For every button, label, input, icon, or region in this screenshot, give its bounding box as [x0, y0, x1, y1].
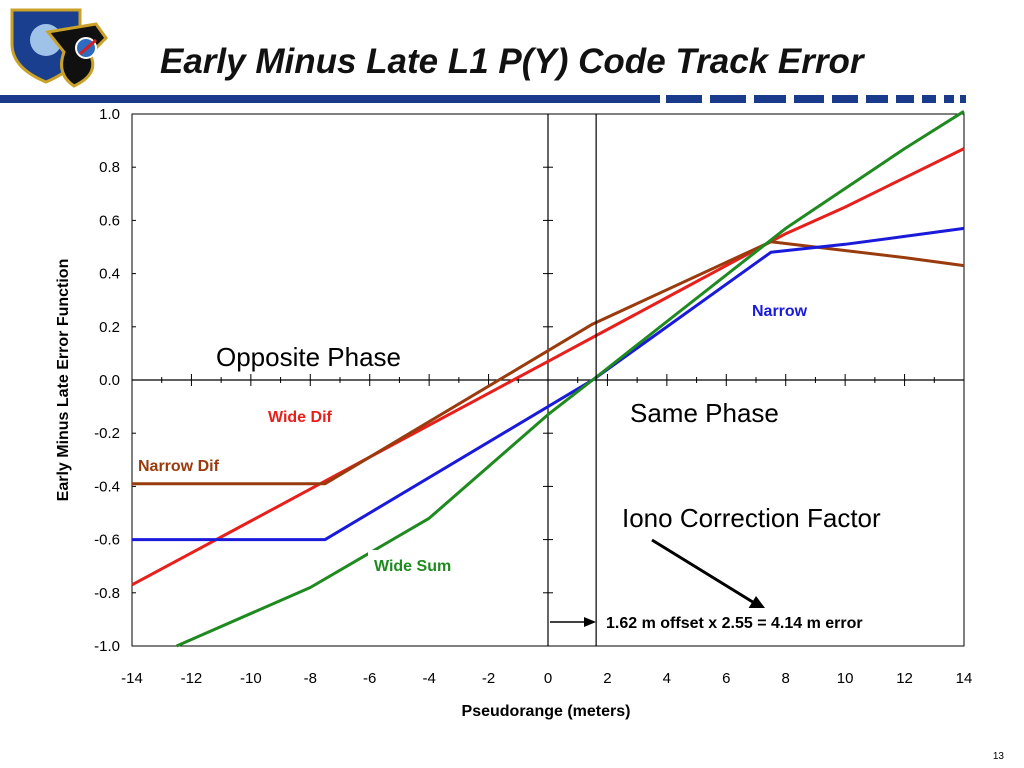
series-line-wide-dif — [131, 147, 965, 587]
axes — [131, 113, 965, 647]
annotation-same-phase: Same Phase — [630, 398, 779, 428]
x-tick-label: -6 — [363, 670, 376, 687]
series-layer — [131, 110, 965, 648]
y-tick-labels: 1.0 0.8 0.6 0.4 0.2 0.0 -0.2 -0.4 -0.6 -0.8 -1.0 — [94, 106, 120, 655]
annotation-iono-correction: Iono Correction Factor — [622, 503, 881, 533]
label-narrow-dif: Narrow Dif — [138, 458, 220, 475]
y-tick-label: 0.0 — [99, 372, 120, 389]
label-narrow: Narrow — [752, 303, 808, 320]
x-tick-label: 6 — [722, 670, 730, 687]
slide-title: Early Minus Late L1 P(Y) Code Track Erro… — [160, 42, 864, 81]
header-band-segment — [666, 95, 702, 103]
series-line-narrow-dif — [132, 240, 965, 486]
x-tick-label: 14 — [956, 670, 973, 687]
header-band-solid — [0, 95, 660, 103]
y-tick-label: -1.0 — [94, 638, 120, 655]
y-tick-label: -0.4 — [94, 478, 120, 495]
y-tick-label: 1.0 — [99, 106, 120, 123]
annotation-offset: 1.62 m offset x 2.55 = 4.14 m error — [606, 615, 863, 632]
header-band-segment — [960, 95, 966, 103]
air-force-space-command-seal-icon — [10, 8, 108, 88]
y-tick-label: 0.4 — [99, 266, 120, 283]
x-tick-label: 12 — [896, 670, 913, 687]
y-tick-label: -0.8 — [94, 585, 120, 602]
header-band-segment — [794, 95, 824, 103]
y-tick-label: -0.2 — [94, 425, 120, 442]
y-tick-label: 0.6 — [99, 212, 120, 229]
x-tick-label: -14 — [121, 670, 143, 687]
header-band-segment — [922, 95, 936, 103]
header-band-segment — [944, 95, 954, 103]
series-line-wide-sum — [175, 110, 965, 648]
x-tick-label: -8 — [304, 670, 317, 687]
x-axis-title: Pseudorange (meters) — [462, 703, 631, 720]
x-tick-labels: -14 -12 -10 -8 -6 -4 -2 0 2 4 6 8 10 12 14 — [121, 670, 972, 687]
annotation-opposite-phase: Opposite Phase — [216, 342, 401, 372]
y-tick-label: 0.2 — [99, 319, 120, 336]
x-tick-label: -10 — [240, 670, 262, 687]
header-band-segment — [832, 95, 858, 103]
series-line-narrow — [132, 226, 965, 542]
header-band — [0, 95, 966, 103]
x-tick-label: 8 — [782, 670, 790, 687]
x-tick-label: 4 — [663, 670, 671, 687]
label-wide-dif: Wide Dif — [268, 409, 333, 426]
header-band-segment — [896, 95, 914, 103]
x-tick-label: 2 — [603, 670, 611, 687]
x-tick-label: -2 — [482, 670, 495, 687]
header-band-segment — [710, 95, 746, 103]
y-tick-label: 0.8 — [99, 159, 120, 176]
x-tick-label: 10 — [837, 670, 854, 687]
y-tick-label: -0.6 — [94, 532, 120, 549]
x-tick-label: -12 — [181, 670, 203, 687]
header-band-segment — [754, 95, 786, 103]
header-band-segment — [866, 95, 888, 103]
x-tick-label: 0 — [544, 670, 552, 687]
offset-arrow — [550, 617, 596, 627]
page-number: 13 — [992, 751, 1004, 762]
label-wide-sum: Wide Sum — [374, 558, 451, 575]
x-tick-label: -4 — [422, 670, 435, 687]
y-axis-title: Early Minus Late Error Function — [55, 259, 72, 502]
